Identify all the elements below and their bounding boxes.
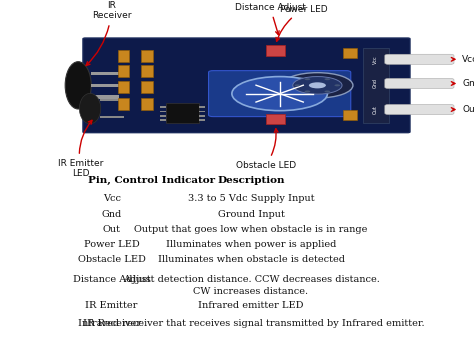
Bar: [199, 115, 205, 117]
Ellipse shape: [80, 93, 100, 124]
Bar: [118, 66, 129, 77]
Bar: [118, 81, 129, 93]
Text: Obstacle LED: Obstacle LED: [236, 129, 296, 170]
Circle shape: [309, 82, 326, 89]
Bar: [118, 50, 129, 62]
FancyBboxPatch shape: [385, 78, 454, 89]
Text: IR Emitter: IR Emitter: [85, 301, 138, 310]
Text: 3.3 to 5 Vdc Supply Input: 3.3 to 5 Vdc Supply Input: [188, 194, 314, 203]
Text: Gnd: Gnd: [101, 210, 122, 219]
FancyBboxPatch shape: [83, 38, 410, 132]
Text: IR Receiver: IR Receiver: [82, 319, 141, 329]
Circle shape: [305, 78, 310, 80]
FancyBboxPatch shape: [209, 71, 351, 117]
Bar: [100, 99, 124, 101]
Bar: [199, 119, 205, 121]
Bar: [160, 115, 166, 117]
Text: Vcc: Vcc: [103, 194, 121, 203]
Text: Ground Input: Ground Input: [218, 210, 284, 219]
Circle shape: [282, 73, 353, 98]
FancyBboxPatch shape: [385, 104, 454, 115]
Text: Power LED: Power LED: [276, 4, 328, 41]
Text: Infrared emitter LED: Infrared emitter LED: [198, 301, 304, 310]
Circle shape: [325, 91, 330, 93]
Bar: [166, 103, 199, 123]
Bar: [91, 72, 119, 75]
Text: Pin, Control Indicator: Pin, Control Indicator: [89, 176, 216, 185]
Text: Out: Out: [373, 105, 378, 114]
Text: Vcc: Vcc: [451, 55, 474, 64]
Bar: [118, 98, 129, 110]
Text: Vcc: Vcc: [373, 55, 378, 64]
Bar: [100, 116, 124, 118]
Bar: [343, 110, 357, 120]
Text: Illuminates when obstacle is detected: Illuminates when obstacle is detected: [157, 255, 345, 264]
Bar: [199, 111, 205, 112]
Text: Obstacle LED: Obstacle LED: [78, 255, 146, 264]
Bar: [91, 96, 119, 99]
Bar: [343, 48, 357, 58]
Bar: [141, 50, 153, 62]
Bar: [141, 81, 153, 93]
Bar: [199, 106, 205, 108]
Text: IR
Receiver: IR Receiver: [86, 1, 131, 66]
Bar: [160, 119, 166, 121]
Text: Illuminates when power is applied: Illuminates when power is applied: [166, 240, 336, 249]
Text: Distance Adjust: Distance Adjust: [73, 275, 151, 285]
Circle shape: [305, 91, 310, 93]
FancyBboxPatch shape: [385, 54, 454, 64]
Text: Gnd: Gnd: [373, 78, 378, 89]
Circle shape: [335, 84, 340, 87]
Bar: [141, 98, 153, 110]
Text: Power LED: Power LED: [84, 240, 139, 249]
Text: Out: Out: [451, 105, 474, 114]
Bar: [91, 84, 119, 87]
Text: Description: Description: [217, 176, 285, 185]
Bar: [266, 46, 285, 55]
Bar: [363, 48, 389, 123]
Text: Output that goes low when obstacle is in range: Output that goes low when obstacle is in…: [134, 225, 368, 234]
Circle shape: [293, 77, 342, 94]
Ellipse shape: [65, 62, 91, 109]
Text: Gnd: Gnd: [451, 79, 474, 88]
Text: Adjust detection distance. CCW decreases distance.
CW increases distance.: Adjust detection distance. CCW decreases…: [123, 275, 380, 296]
Text: Out: Out: [103, 225, 121, 234]
Bar: [141, 66, 153, 77]
Text: Distance Adjust: Distance Adjust: [235, 3, 306, 35]
Text: Infrared receiver that receives signal transmitted by Infrared emitter.: Infrared receiver that receives signal t…: [78, 319, 424, 329]
Bar: [160, 106, 166, 108]
Bar: [160, 111, 166, 112]
Bar: [266, 114, 285, 124]
Text: IR Emitter
LED: IR Emitter LED: [58, 120, 103, 178]
Circle shape: [325, 78, 330, 80]
Circle shape: [295, 84, 301, 87]
Circle shape: [232, 77, 328, 111]
